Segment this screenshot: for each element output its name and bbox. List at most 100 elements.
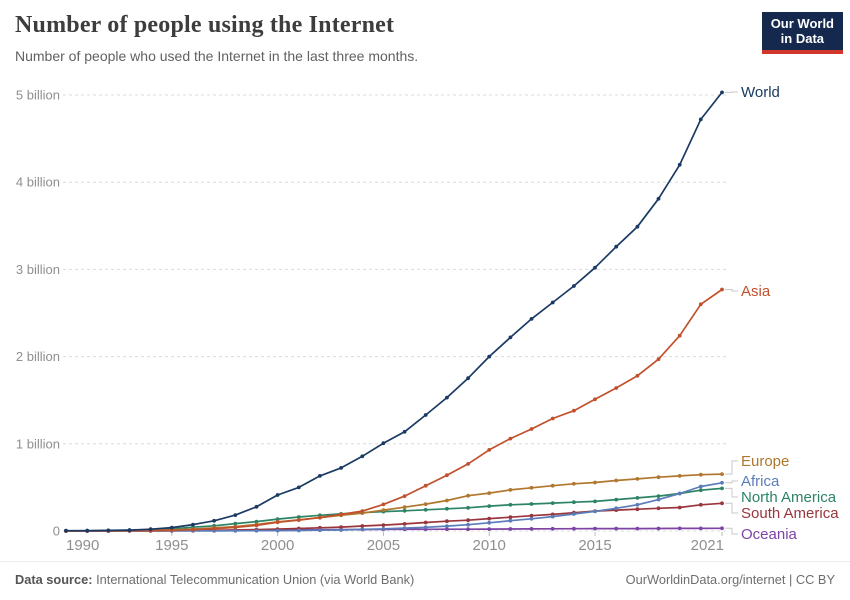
data-point xyxy=(572,284,576,288)
data-point xyxy=(212,526,217,531)
data-point xyxy=(148,527,153,532)
data-point xyxy=(635,477,640,481)
data-point xyxy=(445,524,449,528)
data-point xyxy=(445,473,449,478)
data-point xyxy=(677,333,682,338)
series-label-south-america[interactable]: South America xyxy=(741,505,839,522)
data-point xyxy=(677,162,682,167)
y-axis-label: 2 billion xyxy=(16,349,60,364)
data-point xyxy=(445,519,449,524)
data-point xyxy=(593,526,597,531)
x-axis-label: 2000 xyxy=(261,537,294,554)
data-point xyxy=(296,528,301,533)
data-point xyxy=(296,518,301,522)
data-point xyxy=(275,520,280,525)
data-point xyxy=(106,528,111,533)
series-line-europe[interactable] xyxy=(65,473,723,532)
data-point xyxy=(423,413,428,417)
data-point xyxy=(339,528,343,532)
data-point xyxy=(698,502,703,507)
data-point xyxy=(339,512,343,517)
series-label-europe[interactable]: Europe xyxy=(741,453,789,470)
data-point xyxy=(550,501,555,505)
credit-link[interactable]: OurWorldinData.org/internet | CC BY xyxy=(625,572,835,587)
data-point xyxy=(318,474,322,478)
series-label-oceania[interactable]: Oceania xyxy=(741,526,798,543)
data-point xyxy=(318,515,322,520)
y-axis-label: 3 billion xyxy=(16,262,60,277)
data-point xyxy=(677,474,682,478)
owid-logo[interactable]: Our World in Data xyxy=(761,12,843,54)
data-point xyxy=(720,501,724,506)
chart-footer: Data source: International Telecommunica… xyxy=(0,561,850,600)
data-point xyxy=(698,526,703,531)
data-point xyxy=(402,429,407,434)
data-point xyxy=(593,265,597,270)
series-line-north-america[interactable] xyxy=(65,487,723,532)
data-point xyxy=(466,518,470,523)
data-point xyxy=(466,522,470,527)
data-point xyxy=(529,317,534,321)
x-axis-label: 2015 xyxy=(578,537,611,554)
data-point xyxy=(381,508,386,512)
label-connector xyxy=(725,460,738,475)
data-point xyxy=(296,515,301,519)
data-point xyxy=(445,527,449,532)
x-axis-label: 2010 xyxy=(473,537,506,554)
data-point xyxy=(466,527,470,532)
data-point xyxy=(318,528,322,533)
data-point xyxy=(720,90,724,95)
data-point xyxy=(529,513,534,518)
data-point xyxy=(487,448,492,452)
series-label-asia[interactable]: Asia xyxy=(741,283,771,300)
data-point xyxy=(550,483,555,488)
data-point xyxy=(720,472,724,476)
data-point xyxy=(487,527,492,531)
label-connector xyxy=(725,480,738,484)
data-point xyxy=(466,505,470,510)
data-point xyxy=(254,523,259,528)
series-line-asia[interactable] xyxy=(65,288,723,532)
data-point xyxy=(698,302,703,307)
data-point xyxy=(656,357,661,362)
series-label-world[interactable]: World xyxy=(741,84,780,101)
data-point xyxy=(593,480,597,485)
data-point xyxy=(720,526,724,531)
data-point xyxy=(614,244,619,249)
data-point xyxy=(339,525,343,529)
data-point xyxy=(635,526,640,531)
series-label-north-america[interactable]: North America xyxy=(741,489,837,506)
data-point xyxy=(550,514,555,519)
label-connector xyxy=(725,527,738,535)
series-line-world[interactable] xyxy=(65,91,723,532)
data-point xyxy=(233,525,238,530)
owid-logo-line2: in Data xyxy=(780,31,825,46)
series-label-africa[interactable]: Africa xyxy=(741,473,780,490)
label-connector xyxy=(725,502,738,514)
data-point xyxy=(254,528,259,533)
data-point xyxy=(423,483,428,488)
data-point xyxy=(296,485,301,490)
data-point xyxy=(508,527,513,531)
data-point xyxy=(169,525,174,530)
data-point xyxy=(402,494,407,498)
data-point xyxy=(656,196,661,201)
data-point xyxy=(635,224,640,229)
data-point xyxy=(656,506,661,511)
data-point xyxy=(635,507,640,512)
data-point xyxy=(698,488,703,493)
y-axis-label: 5 billion xyxy=(16,88,60,103)
data-point xyxy=(614,478,619,483)
data-point xyxy=(275,493,280,497)
data-point xyxy=(572,500,576,505)
data-point xyxy=(64,528,68,533)
data-point xyxy=(720,480,724,485)
data-point xyxy=(572,526,576,531)
x-axis-label: 1990 xyxy=(66,537,99,554)
data-point xyxy=(550,526,555,531)
data-point xyxy=(550,300,555,305)
data-point xyxy=(508,502,513,507)
data-point xyxy=(677,505,682,510)
data-point xyxy=(529,527,534,531)
data-point xyxy=(698,117,703,122)
